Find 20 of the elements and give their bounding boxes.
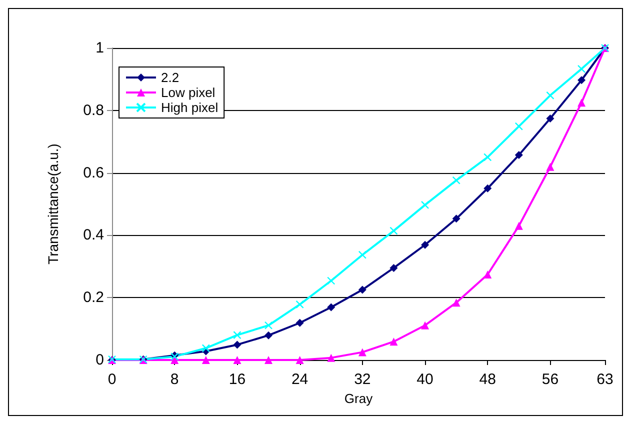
y-tick-label: 0.8 xyxy=(83,102,104,119)
x-tick-label: 56 xyxy=(542,371,559,388)
x-tick-label: 32 xyxy=(354,371,371,388)
y-tick-label: 1 xyxy=(96,40,104,56)
y-tick-label: 0.6 xyxy=(83,164,104,182)
y-tick-label: 0.2 xyxy=(83,289,104,306)
y-tick-label: 0.4 xyxy=(83,226,104,244)
legend-label: 2.2 xyxy=(161,70,180,85)
x-tick-label: 63 xyxy=(596,371,614,388)
x-tick-label: 48 xyxy=(479,371,496,388)
y-axis-title: Transmittance(a.u.) xyxy=(45,144,61,264)
x-tick-label: 40 xyxy=(416,371,434,388)
x-tick-label: 8 xyxy=(170,371,179,388)
y-tick-label: 0 xyxy=(96,352,104,368)
x-tick-label: 24 xyxy=(291,371,308,388)
legend-label: High pixel xyxy=(161,100,218,115)
x-tick-label: 16 xyxy=(228,371,246,388)
x-tick-label: 0 xyxy=(108,371,116,388)
x-axis-title: Gray xyxy=(344,390,374,406)
legend-label: Low pixel xyxy=(161,85,216,100)
